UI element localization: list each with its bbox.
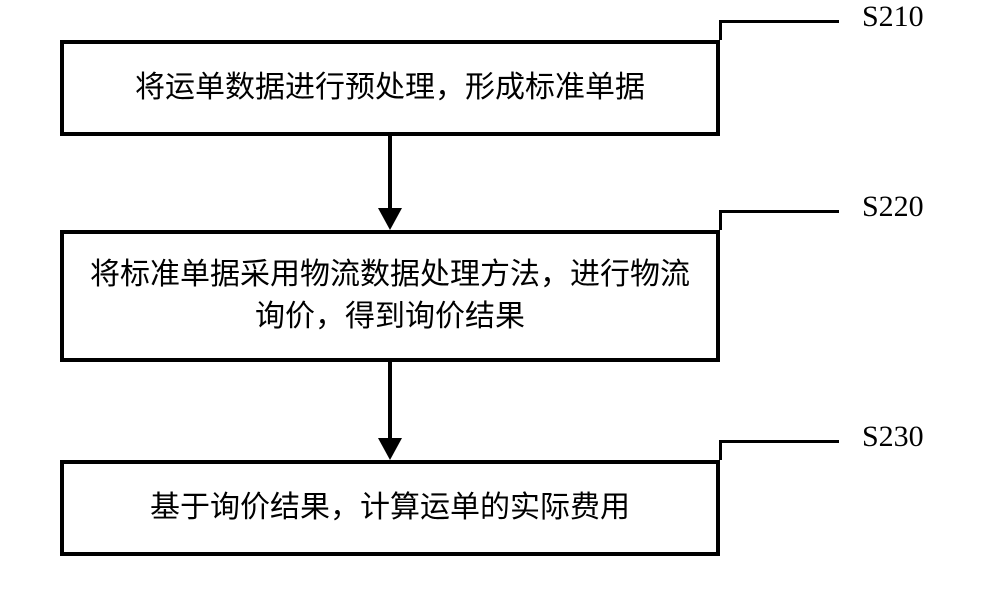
arrow-shaft <box>388 136 392 208</box>
callout-horizontal <box>719 210 839 213</box>
arrow-head-icon <box>378 208 402 230</box>
arrow-head-icon <box>378 438 402 460</box>
callout-horizontal <box>719 440 839 443</box>
step-label-s210: S210 <box>862 0 924 34</box>
step-label-s230: S230 <box>862 420 924 454</box>
step-box-s210: 将运单数据进行预处理，形成标准单据 <box>60 40 720 136</box>
step-box-s220: 将标准单据采用物流数据处理方法，进行物流询价，得到询价结果 <box>60 230 720 362</box>
callout-vertical <box>719 210 722 230</box>
step-text: 将运单数据进行预处理，形成标准单据 <box>135 67 645 109</box>
flowchart-canvas: 将运单数据进行预处理，形成标准单据 S210 将标准单据采用物流数据处理方法，进行物… <box>0 0 1000 614</box>
step-text: 将标准单据采用物流数据处理方法，进行物流询价，得到询价结果 <box>82 254 698 338</box>
step-box-s230: 基于询价结果，计算运单的实际费用 <box>60 460 720 556</box>
callout-vertical <box>719 440 722 460</box>
step-text: 基于询价结果，计算运单的实际费用 <box>150 487 630 529</box>
step-label-s220: S220 <box>862 190 924 224</box>
callout-horizontal <box>719 20 839 23</box>
arrow-shaft <box>388 362 392 438</box>
callout-vertical <box>719 20 722 40</box>
